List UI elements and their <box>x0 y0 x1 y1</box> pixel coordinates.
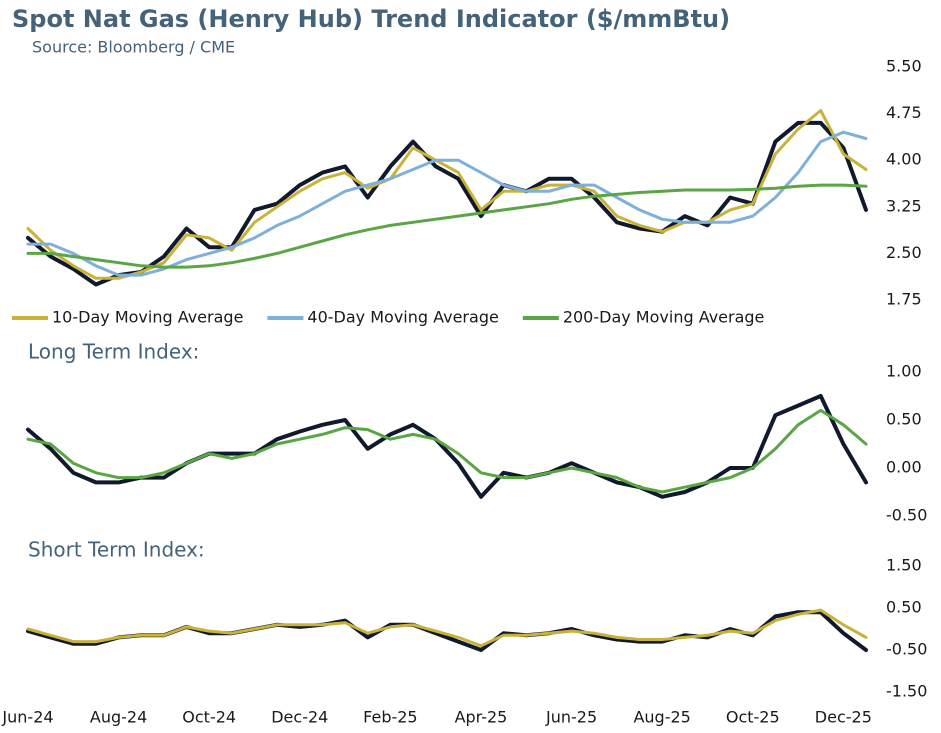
legend-label: 10-Day Moving Average <box>52 308 243 327</box>
chart-title: Spot Nat Gas (Henry Hub) Trend Indicator… <box>12 5 730 33</box>
x-tick-label: Jun-25 <box>545 708 597 727</box>
line-series <box>26 109 868 280</box>
x-tick-label: Apr-25 <box>455 708 508 727</box>
x-tick-label: Aug-24 <box>90 708 147 727</box>
chart-subtitle: Source: Bloomberg / CME <box>32 38 235 57</box>
y-tick-label: 1.00 <box>886 362 922 381</box>
line-series <box>26 120 868 287</box>
y-tick-label: 5.50 <box>886 57 922 76</box>
x-tick-label: Oct-25 <box>726 708 780 727</box>
line-series <box>26 408 868 494</box>
line-series <box>26 394 868 499</box>
y-tick-label: 0.00 <box>886 458 922 477</box>
x-tick-label: Dec-24 <box>271 708 328 727</box>
legend-label: 40-Day Moving Average <box>307 308 498 327</box>
legend-label: 200-Day Moving Average <box>563 308 765 327</box>
y-tick-label: -0.50 <box>886 640 927 659</box>
y-tick-label: 2.50 <box>886 243 922 262</box>
x-tick-label: Feb-25 <box>363 708 417 727</box>
y-tick-label: 3.25 <box>886 196 922 215</box>
y-tick-label: 1.50 <box>886 556 922 575</box>
panel-title: Long Term Index: <box>28 340 199 364</box>
y-tick-label: 1.75 <box>886 290 922 309</box>
x-tick-label: Jun-24 <box>1 708 53 727</box>
line-series <box>26 608 868 648</box>
x-tick-label: Aug-25 <box>633 708 690 727</box>
x-tick-label: Oct-24 <box>182 708 236 727</box>
y-tick-label: 4.75 <box>886 103 922 122</box>
x-tick-label: Dec-25 <box>815 708 872 727</box>
line-series <box>26 183 868 269</box>
y-tick-label: 4.00 <box>886 150 922 169</box>
y-tick-label: -0.50 <box>886 506 927 525</box>
y-tick-label: 0.50 <box>886 598 922 617</box>
line-series <box>26 130 868 277</box>
panel-title: Short Term Index: <box>28 538 205 562</box>
y-tick-label: 0.50 <box>886 410 922 429</box>
y-tick-label: -1.50 <box>886 682 927 701</box>
